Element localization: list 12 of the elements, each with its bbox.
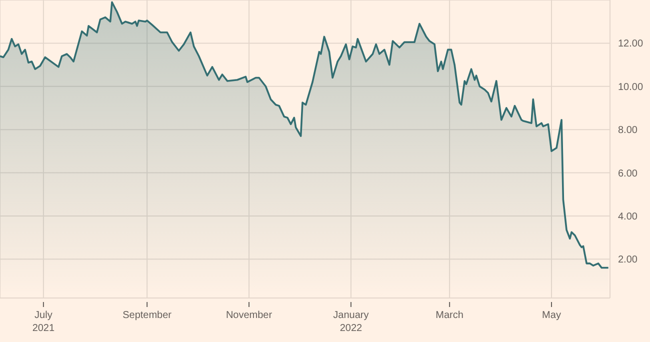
x-tick-label: March	[436, 310, 464, 321]
y-tick-label: 12.00	[618, 38, 644, 50]
y-tick-label: 2.00	[618, 254, 638, 266]
y-tick-label: 4.00	[618, 211, 638, 222]
x-tick-label: July 2021	[32, 310, 56, 334]
x-tick-label: January 2022	[333, 310, 369, 334]
x-tick-label: September	[122, 310, 172, 321]
y-tick-label: 6.00	[618, 168, 638, 180]
x-tick-label: November	[226, 310, 273, 321]
x-tick-label: May	[542, 310, 561, 321]
y-tick-label: 10.00	[618, 82, 644, 93]
y-tick-label: 8.00	[618, 125, 638, 136]
